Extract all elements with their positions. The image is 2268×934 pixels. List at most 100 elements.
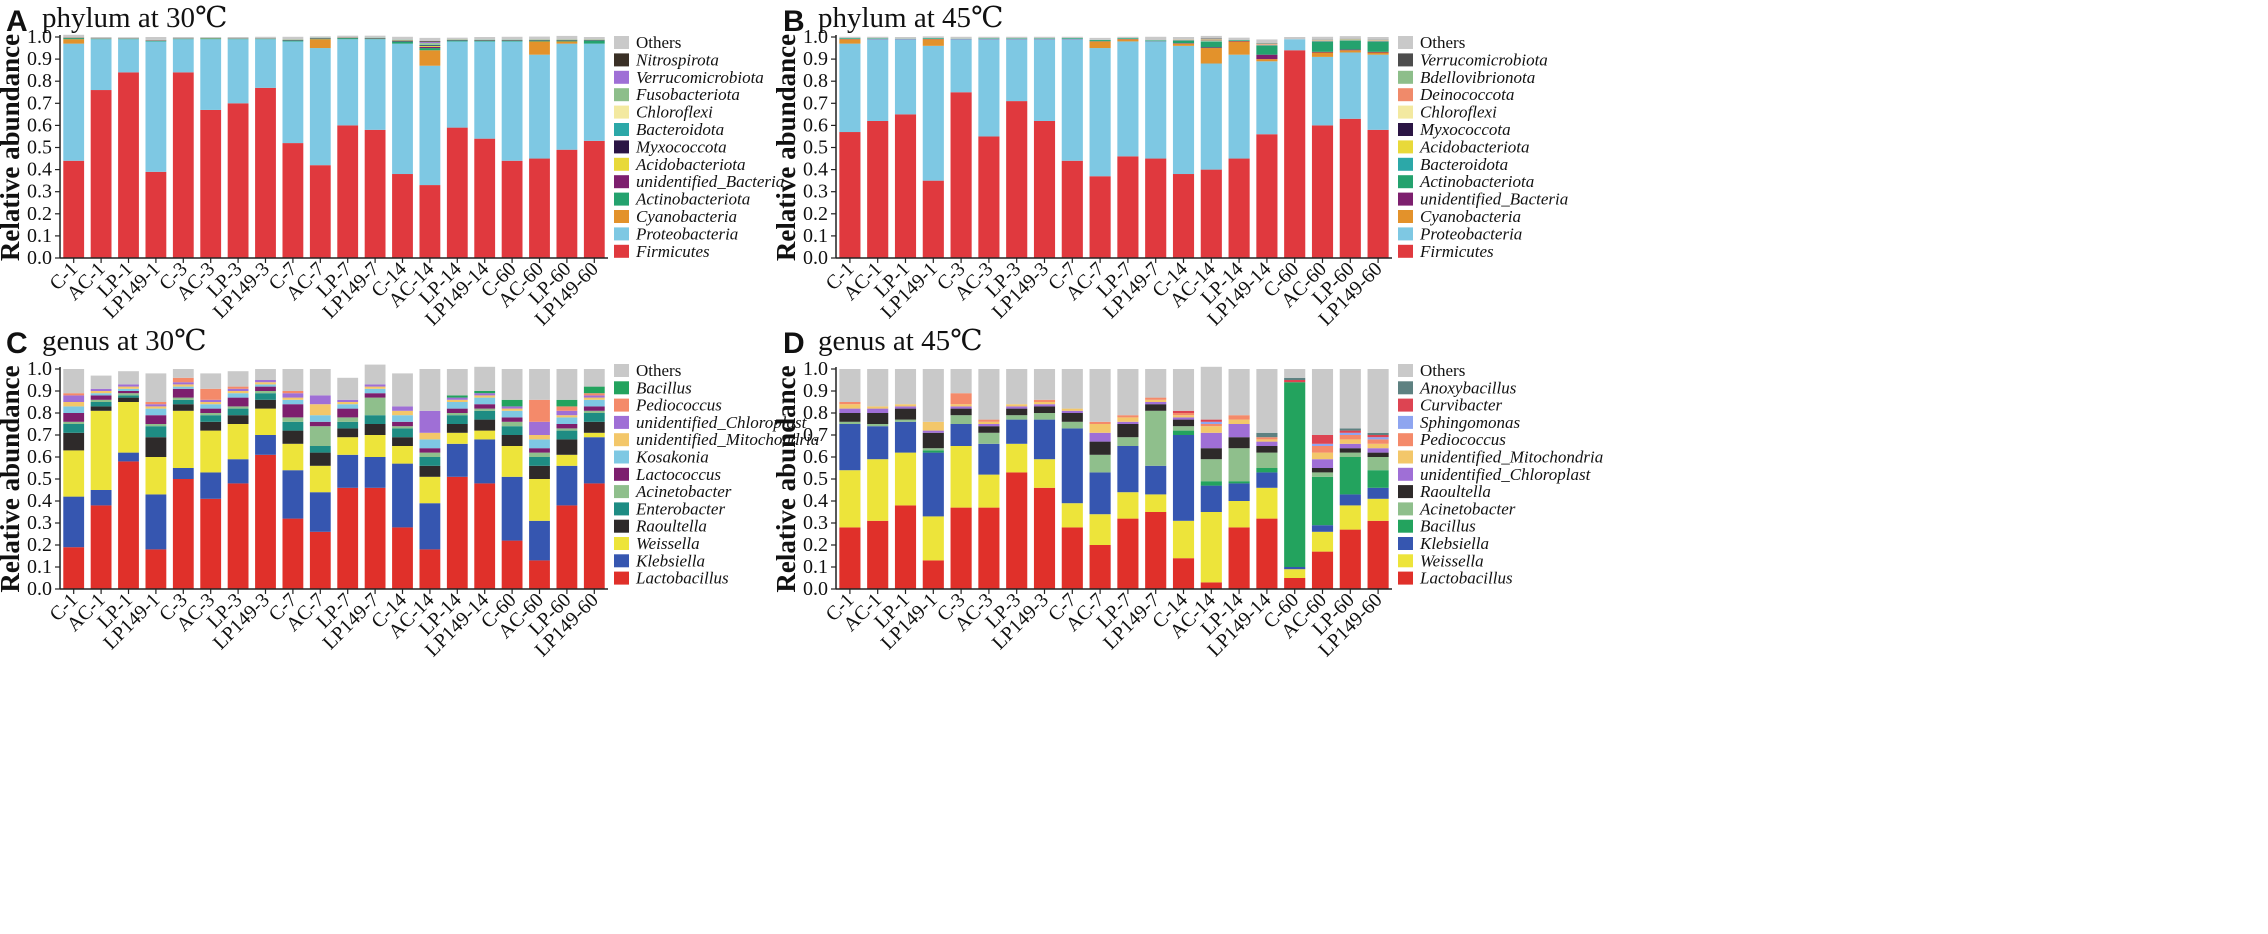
bar-segment: [1256, 472, 1278, 488]
bar-segment: [172, 479, 194, 589]
bar-segment: [1228, 448, 1250, 482]
bar-stack-lp149-1: [145, 37, 167, 258]
bar-segment: [200, 38, 222, 40]
bar-segment: [1117, 424, 1139, 438]
y-axis-label: Relative abundance: [771, 365, 801, 592]
bar-segment: [1311, 472, 1334, 477]
bar-segment: [1172, 558, 1195, 589]
bar-stack-ac-60: [529, 369, 550, 589]
legend-label: Proteobacteria: [1419, 224, 1522, 243]
bar-segment: [1145, 369, 1167, 398]
bar-segment: [172, 410, 194, 468]
bar-segment: [978, 432, 1000, 444]
bar-segment: [1200, 424, 1222, 427]
bar-segment: [172, 386, 194, 389]
bars: [63, 364, 605, 589]
bar-segment: [529, 36, 550, 40]
bar-segment: [337, 417, 359, 422]
bar-segment: [419, 503, 441, 550]
bar-segment: [1256, 437, 1278, 440]
bar-segment: [501, 399, 523, 407]
bar-segment: [1228, 481, 1250, 484]
bar-stack-ac-7: [309, 369, 331, 589]
legend-swatch: [614, 502, 629, 516]
bar-segment: [529, 41, 550, 55]
bar-segment: [145, 424, 167, 427]
bar-segment: [282, 36, 304, 40]
bar-stack-c-3: [950, 369, 972, 589]
bar-segment: [200, 402, 222, 405]
bar-segment: [63, 34, 85, 38]
bar-segment: [1033, 404, 1056, 407]
bar-segment: [1089, 424, 1111, 433]
bar-segment: [922, 450, 944, 453]
legend-item: Deinococcota: [1398, 85, 1514, 104]
y-tick-label: 0.9: [803, 380, 828, 402]
bar-segment: [255, 369, 276, 380]
bar-segment: [556, 43, 578, 150]
bar-segment: [337, 377, 359, 400]
y-tick-label: 0.9: [803, 48, 828, 70]
bar-segment: [227, 393, 249, 398]
bar-segment: [894, 369, 917, 405]
legend-item: Verrucomicrobiota: [614, 68, 764, 87]
bar-segment: [1256, 54, 1278, 60]
bar-segment: [1339, 432, 1361, 435]
bar-segment: [392, 43, 413, 175]
bar-segment: [145, 408, 167, 416]
bar-segment: [1367, 439, 1389, 444]
bar-segment: [1089, 40, 1111, 42]
bar-segment: [118, 393, 139, 396]
bar-segment: [867, 520, 889, 589]
bar-segment: [1172, 174, 1195, 258]
bar-segment: [978, 39, 1000, 137]
legend-swatch: [1398, 105, 1413, 119]
legend-item: Pediococcus: [614, 396, 722, 415]
legend-label: unidentified_Chloroplast: [636, 413, 808, 432]
bar-segment: [1033, 419, 1056, 460]
bar-segment: [227, 408, 249, 416]
bar-stack-lp-7: [1117, 369, 1139, 589]
bar-segment: [922, 448, 944, 451]
legend-swatch: [1398, 175, 1413, 189]
legend-label: Verrucomicrobiota: [1420, 50, 1548, 69]
bar-segment: [227, 386, 249, 389]
bar-segment: [894, 114, 917, 258]
legend-item: Myxococcota: [1398, 120, 1511, 139]
bar-segment: [1061, 38, 1083, 39]
legend-item: Acinetobacter: [1398, 499, 1516, 518]
bar-segment: [1200, 169, 1222, 258]
bar-segment: [446, 415, 468, 424]
bar-segment: [282, 470, 304, 519]
bar-segment: [419, 48, 441, 51]
bar-segment: [474, 391, 496, 394]
bar-segment: [894, 37, 917, 39]
legend-swatch: [1398, 433, 1413, 447]
bar-segment: [255, 382, 276, 385]
legend-label: Nitrospirota: [635, 50, 719, 69]
bar-segment: [583, 40, 605, 44]
bar-segment: [1367, 52, 1389, 55]
legend-swatch: [1398, 192, 1413, 206]
bar-segment: [1228, 369, 1250, 416]
bar-segment: [950, 507, 972, 589]
bar-segment: [583, 393, 605, 396]
bar-stack-c-14: [1172, 369, 1195, 589]
bar-segment: [309, 531, 331, 589]
bar-segment: [1228, 158, 1250, 258]
legend-label: Firmicutes: [1419, 242, 1494, 261]
legend-label: Cyanobacteria: [1420, 207, 1521, 226]
bar-segment: [90, 39, 112, 91]
bar-segment: [1228, 483, 1250, 501]
legend-item: Anoxybacillus: [1398, 378, 1517, 397]
bar-segment: [1061, 503, 1083, 528]
bar-segment: [419, 42, 441, 43]
legend-item: Actinobacteriota: [1398, 172, 1534, 191]
bar-segment: [309, 369, 331, 396]
bar-segment: [501, 421, 523, 427]
bar-segment: [145, 40, 167, 42]
bar-segment: [392, 410, 413, 416]
bar-segment: [392, 373, 413, 407]
bar-segment: [474, 40, 496, 42]
bar-segment: [446, 40, 468, 42]
